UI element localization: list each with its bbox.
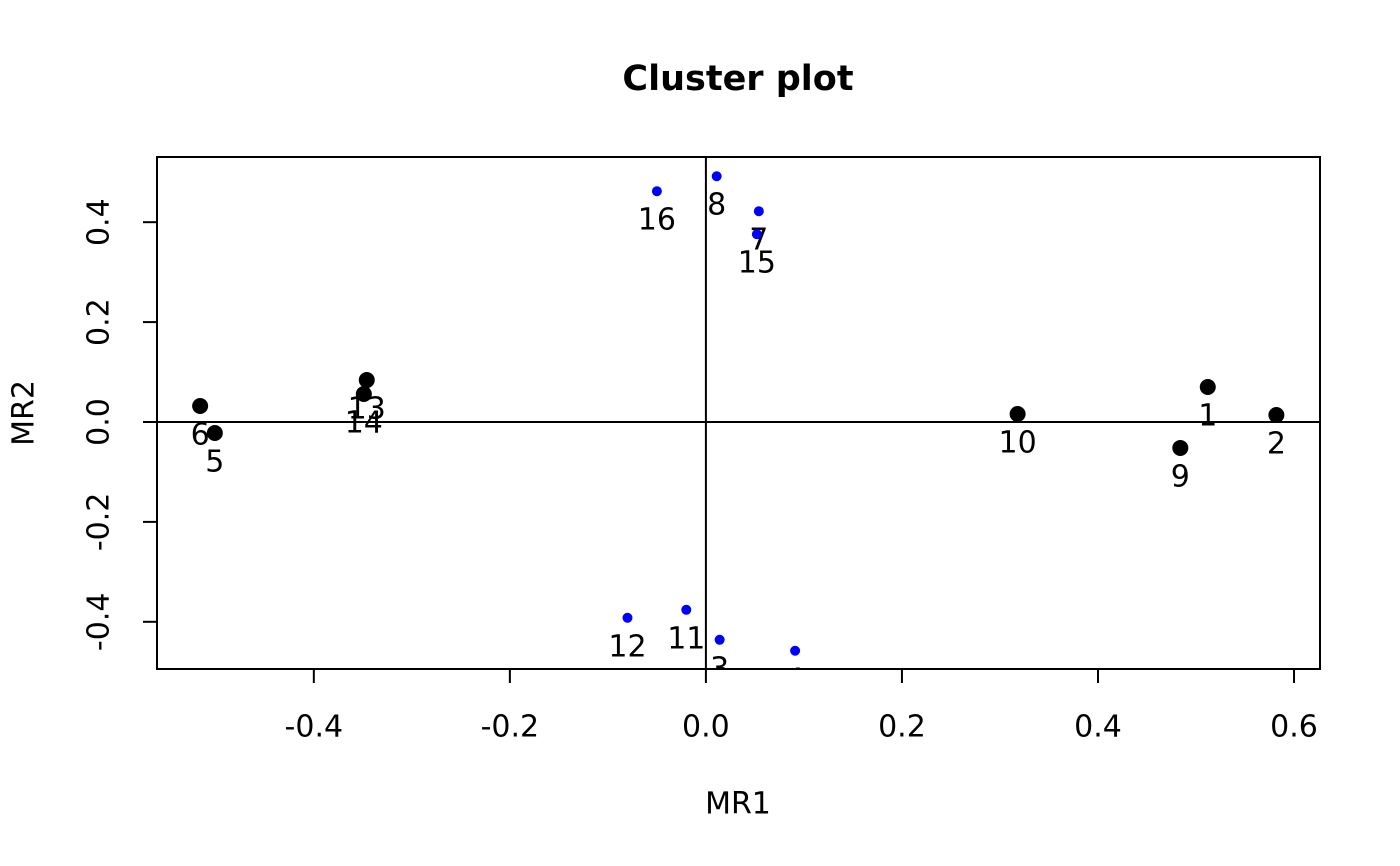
point: [192, 398, 209, 415]
point: [355, 386, 372, 403]
point-label: 15: [738, 246, 776, 281]
point: [1009, 405, 1026, 422]
point-label: 16: [638, 203, 676, 238]
point-label: 8: [707, 188, 726, 223]
point-label: 12: [608, 629, 646, 664]
point-label: 14: [345, 406, 383, 441]
y-tick-label: 0.4: [82, 198, 117, 246]
point-label: 11: [667, 621, 705, 656]
point-label: 3: [710, 651, 729, 686]
x-tick-label: 0.2: [878, 710, 926, 745]
point: [1199, 379, 1216, 396]
point: [622, 612, 633, 623]
point-label: 9: [1171, 459, 1190, 494]
point-label: 2: [1267, 426, 1286, 461]
x-tick-label: 0.0: [682, 710, 730, 745]
point: [753, 206, 764, 217]
y-tick-label: 0.0: [82, 398, 117, 446]
point: [711, 171, 722, 182]
point: [790, 645, 801, 656]
x-tick-label: 0.6: [1270, 710, 1318, 745]
point: [681, 604, 692, 615]
y-tick-label: -0.2: [82, 493, 117, 552]
point: [714, 634, 725, 645]
point-label: 5: [205, 444, 224, 479]
point: [206, 424, 223, 441]
x-tick-label: 0.4: [1074, 710, 1122, 745]
point: [1268, 406, 1285, 423]
x-tick-label: -0.4: [285, 710, 344, 745]
point: [1172, 439, 1189, 456]
point-label: 6: [191, 418, 210, 453]
point-label: 10: [999, 425, 1037, 460]
plot-frame: [156, 156, 1321, 670]
point-label: 1: [1198, 399, 1217, 434]
y-axis-label: MR2: [7, 380, 42, 446]
chart-title: Cluster plot: [622, 59, 853, 99]
point: [358, 372, 375, 389]
point: [651, 186, 662, 197]
y-tick-label: 0.2: [82, 298, 117, 346]
x-tick-label: -0.2: [481, 710, 540, 745]
y-tick-label: -0.4: [82, 593, 117, 652]
point-label: 4: [786, 662, 805, 697]
x-axis-label: MR1: [705, 787, 771, 822]
point: [751, 229, 762, 240]
